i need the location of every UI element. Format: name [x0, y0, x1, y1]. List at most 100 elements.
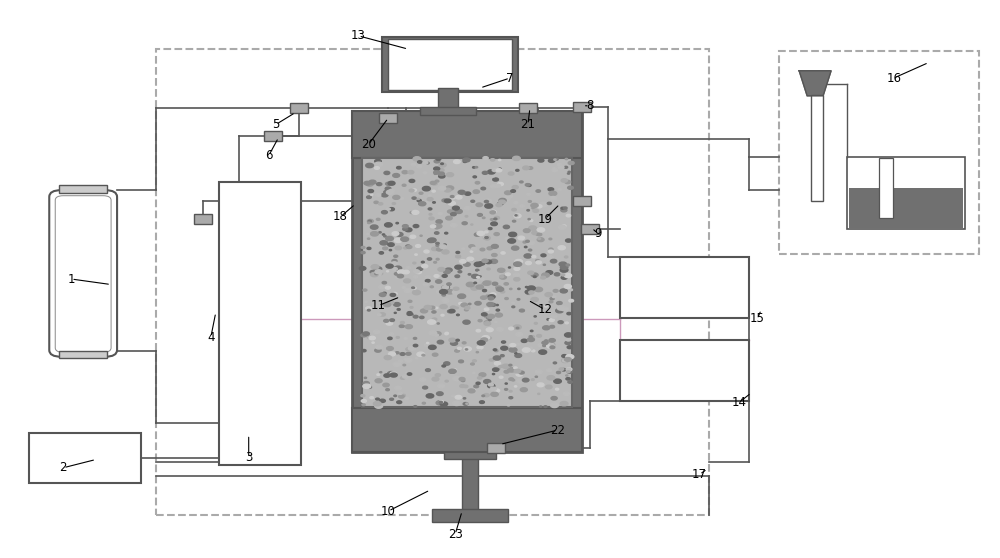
Circle shape	[520, 205, 524, 207]
Circle shape	[456, 255, 461, 258]
Circle shape	[376, 398, 379, 400]
Circle shape	[495, 321, 497, 323]
Circle shape	[458, 294, 466, 299]
Circle shape	[566, 239, 571, 242]
Circle shape	[500, 355, 504, 357]
Circle shape	[512, 306, 515, 307]
Circle shape	[397, 275, 403, 278]
Circle shape	[371, 232, 378, 236]
Circle shape	[460, 259, 466, 263]
Circle shape	[490, 387, 496, 391]
Bar	[264, 131, 282, 141]
Circle shape	[379, 232, 381, 233]
Circle shape	[561, 274, 565, 276]
Circle shape	[488, 297, 494, 300]
Circle shape	[435, 180, 439, 182]
Circle shape	[539, 350, 547, 354]
Circle shape	[519, 309, 524, 312]
Circle shape	[477, 277, 480, 278]
Circle shape	[427, 280, 430, 281]
Circle shape	[453, 287, 459, 290]
Circle shape	[423, 161, 428, 164]
Circle shape	[437, 340, 444, 344]
Circle shape	[402, 225, 408, 228]
Circle shape	[476, 352, 478, 353]
Circle shape	[407, 313, 412, 315]
Bar	[847, 157, 965, 229]
Circle shape	[450, 306, 456, 309]
Circle shape	[484, 321, 490, 324]
Circle shape	[561, 209, 567, 212]
Circle shape	[497, 368, 500, 369]
Circle shape	[375, 160, 381, 163]
Circle shape	[477, 345, 483, 349]
Circle shape	[380, 372, 382, 373]
Circle shape	[404, 359, 406, 360]
Circle shape	[528, 249, 532, 251]
Circle shape	[440, 245, 446, 248]
Text: 11: 11	[371, 299, 386, 312]
Circle shape	[465, 192, 471, 195]
Circle shape	[461, 379, 465, 382]
Circle shape	[374, 201, 378, 204]
Circle shape	[428, 208, 432, 210]
Circle shape	[530, 330, 533, 331]
Circle shape	[396, 223, 398, 224]
Circle shape	[413, 290, 420, 295]
Circle shape	[565, 341, 571, 344]
Circle shape	[516, 170, 519, 171]
Circle shape	[482, 395, 485, 397]
Circle shape	[441, 163, 443, 165]
Circle shape	[437, 392, 443, 396]
Text: 17: 17	[692, 468, 707, 481]
Bar	[438, 88, 458, 109]
Circle shape	[419, 192, 423, 194]
Circle shape	[499, 200, 505, 204]
Circle shape	[535, 287, 543, 292]
Circle shape	[558, 166, 564, 169]
Circle shape	[363, 384, 371, 388]
Circle shape	[436, 242, 439, 244]
Circle shape	[428, 238, 436, 242]
Circle shape	[380, 399, 385, 402]
Circle shape	[528, 271, 534, 275]
Circle shape	[396, 276, 400, 278]
Circle shape	[446, 186, 454, 190]
Circle shape	[396, 336, 399, 338]
Circle shape	[549, 319, 554, 321]
Circle shape	[488, 319, 491, 320]
Circle shape	[384, 374, 390, 377]
Circle shape	[500, 276, 506, 279]
Circle shape	[529, 226, 536, 230]
Circle shape	[479, 276, 481, 277]
Circle shape	[527, 338, 534, 341]
Circle shape	[565, 256, 568, 258]
Circle shape	[417, 352, 425, 357]
Circle shape	[374, 272, 381, 276]
Circle shape	[451, 213, 456, 216]
Circle shape	[549, 248, 553, 251]
Circle shape	[474, 233, 480, 236]
Circle shape	[404, 288, 411, 292]
Circle shape	[380, 240, 388, 245]
Circle shape	[488, 170, 495, 174]
Circle shape	[482, 336, 489, 340]
Circle shape	[551, 397, 557, 400]
Circle shape	[529, 336, 532, 338]
Circle shape	[406, 245, 410, 248]
Circle shape	[468, 389, 475, 393]
Circle shape	[488, 384, 495, 388]
Text: 9: 9	[594, 227, 601, 240]
Circle shape	[548, 188, 554, 191]
Circle shape	[436, 258, 439, 260]
Circle shape	[377, 182, 382, 186]
Circle shape	[517, 299, 520, 300]
Circle shape	[531, 379, 534, 381]
Circle shape	[542, 273, 549, 277]
Circle shape	[385, 223, 392, 227]
Circle shape	[446, 172, 454, 177]
Circle shape	[493, 178, 498, 181]
Bar	[581, 224, 599, 234]
Circle shape	[536, 261, 541, 264]
Circle shape	[491, 244, 498, 248]
